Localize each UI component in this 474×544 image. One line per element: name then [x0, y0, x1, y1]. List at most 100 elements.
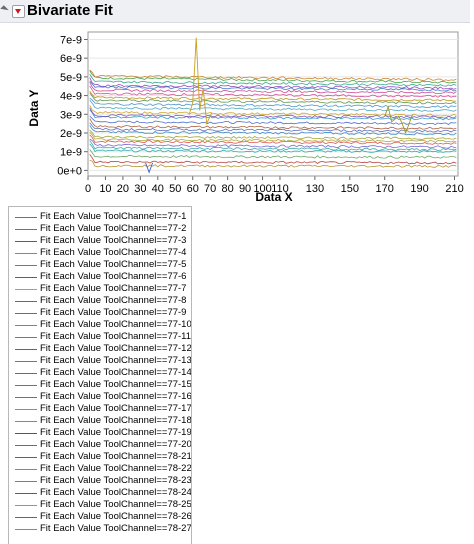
x-tick-label: 30 — [134, 183, 146, 195]
y-tick-label: 4e-9 — [60, 91, 82, 103]
legend-swatch — [15, 385, 37, 386]
bivariate-fit-chart: 0e+0 1e-9 2e-9 3e-9 4e-9 5e-9 6e-9 7e-9 0 10 20 30… — [27, 31, 464, 204]
legend-item[interactable]: Fit Each Value ToolChannel==77-7 — [15, 283, 191, 295]
series-line — [89, 143, 457, 153]
legend-swatch — [15, 289, 37, 290]
y-tick-label: 5e-9 — [60, 72, 82, 84]
legend-item[interactable]: Fit Each Value ToolChannel==77-11 — [15, 331, 191, 343]
legend-label: Fit Each Value ToolChannel==77-19 — [40, 427, 192, 438]
legend-swatch — [15, 277, 37, 278]
x-tick-label: 10 — [99, 183, 111, 195]
x-tick-label: 70 — [204, 183, 216, 195]
legend-item[interactable]: Fit Each Value ToolChannel==77-4 — [15, 247, 191, 259]
legend-item[interactable]: Fit Each Value ToolChannel==77-18 — [15, 415, 191, 427]
series-line — [89, 69, 457, 82]
disclosure-triangle-icon[interactable] — [0, 5, 9, 14]
legend-swatch — [15, 445, 37, 446]
x-axis-title: Data X — [255, 190, 292, 204]
legend-item[interactable]: Fit Each Value ToolChannel==77-14 — [15, 367, 191, 379]
legend-swatch — [15, 409, 37, 410]
legend-label: Fit Each Value ToolChannel==78-27 — [40, 523, 192, 534]
legend-item[interactable]: Fit Each Value ToolChannel==77-1 — [15, 211, 191, 223]
series-line — [89, 109, 457, 121]
x-tick-label: 50 — [169, 183, 181, 195]
series-line — [89, 70, 457, 84]
legend-item[interactable]: Fit Each Value ToolChannel==77-3 — [15, 235, 191, 247]
legend-item[interactable]: Fit Each Value ToolChannel==77-2 — [15, 223, 191, 235]
legend-item[interactable]: Fit Each Value ToolChannel==77-5 — [15, 259, 191, 271]
legend-item[interactable]: Fit Each Value ToolChannel==78-27 — [15, 523, 191, 535]
legend-label: Fit Each Value ToolChannel==77-14 — [40, 367, 192, 378]
y-axis-ticks: 0e+0 1e-9 2e-9 3e-9 4e-9 5e-9 6e-9 7e-9 — [57, 34, 88, 177]
x-tick-label: 130 — [306, 183, 324, 195]
legend-item[interactable]: Fit Each Value ToolChannel==77-9 — [15, 307, 191, 319]
series-line — [89, 149, 457, 159]
series-line — [89, 134, 457, 145]
legend-swatch — [15, 229, 37, 230]
x-tick-label: 60 — [187, 183, 199, 195]
legend-item[interactable]: Fit Each Value ToolChannel==77-13 — [15, 355, 191, 367]
report-header: Bivariate Fit — [0, 0, 470, 23]
legend-item[interactable]: Fit Each Value ToolChannel==77-19 — [15, 427, 191, 439]
series-line — [89, 125, 457, 136]
legend-swatch — [15, 421, 37, 422]
legend-item[interactable]: Fit Each Value ToolChannel==78-24 — [15, 487, 191, 499]
legend-label: Fit Each Value ToolChannel==77-2 — [40, 223, 187, 234]
legend-swatch — [15, 481, 37, 482]
legend-label: Fit Each Value ToolChannel==77-13 — [40, 355, 192, 366]
legend-swatch — [15, 457, 37, 458]
legend-swatch — [15, 349, 37, 350]
legend-item[interactable]: Fit Each Value ToolChannel==77-6 — [15, 271, 191, 283]
legend-label: Fit Each Value ToolChannel==77-5 — [40, 259, 187, 270]
legend-swatch — [15, 373, 37, 374]
x-tick-label: 150 — [341, 183, 359, 195]
legend-label: Fit Each Value ToolChannel==77-8 — [40, 295, 187, 306]
legend-item[interactable]: Fit Each Value ToolChannel==78-22 — [15, 463, 191, 475]
legend-item[interactable]: Fit Each Value ToolChannel==78-21 — [15, 451, 191, 463]
legend-item[interactable]: Fit Each Value ToolChannel==77-20 — [15, 439, 191, 451]
series-line — [89, 73, 457, 87]
x-axis-ticks: 0 10 20 30 40 50 60 70 80 90 100 110 130 150 170 190 210 — [85, 176, 464, 195]
legend-item[interactable]: Fit Each Value ToolChannel==78-23 — [15, 475, 191, 487]
legend-swatch — [15, 469, 37, 470]
series-line — [89, 122, 457, 133]
legend-item[interactable]: Fit Each Value ToolChannel==77-10 — [15, 319, 191, 331]
y-tick-label: 3e-9 — [60, 109, 82, 121]
legend-label: Fit Each Value ToolChannel==77-16 — [40, 391, 192, 402]
x-tick-label: 190 — [410, 183, 428, 195]
series-line — [89, 91, 457, 102]
legend-swatch — [15, 217, 37, 218]
series-line — [89, 115, 457, 126]
series-spike — [188, 37, 213, 126]
legend-label: Fit Each Value ToolChannel==77-20 — [40, 439, 192, 450]
legend-label: Fit Each Value ToolChannel==77-7 — [40, 283, 187, 294]
legend-label: Fit Each Value ToolChannel==77-15 — [40, 379, 192, 390]
legend-swatch — [15, 505, 37, 506]
legend-label: Fit Each Value ToolChannel==78-24 — [40, 487, 192, 498]
legend-label: Fit Each Value ToolChannel==77-10 — [40, 319, 192, 330]
legend-item[interactable]: Fit Each Value ToolChannel==77-12 — [15, 343, 191, 355]
legend-swatch — [15, 397, 37, 398]
series-line — [89, 105, 457, 117]
legend-label: Fit Each Value ToolChannel==77-4 — [40, 247, 187, 258]
legend-swatch — [15, 433, 37, 434]
legend-item[interactable]: Fit Each Value ToolChannel==77-8 — [15, 295, 191, 307]
x-tick-label: 80 — [221, 183, 233, 195]
legend-item[interactable]: Fit Each Value ToolChannel==77-16 — [15, 391, 191, 403]
legend-swatch — [15, 301, 37, 302]
legend-swatch — [15, 493, 37, 494]
legend-label: Fit Each Value ToolChannel==78-25 — [40, 499, 192, 510]
legend-item[interactable]: Fit Each Value ToolChannel==77-15 — [15, 379, 191, 391]
legend-item[interactable]: Fit Each Value ToolChannel==78-25 — [15, 499, 191, 511]
legend-label: Fit Each Value ToolChannel==77-6 — [40, 271, 187, 282]
red-triangle-menu-icon[interactable] — [12, 5, 25, 18]
x-tick-label: 0 — [85, 183, 91, 195]
y-tick-label: 1e-9 — [60, 147, 82, 159]
legend-item[interactable]: Fit Each Value ToolChannel==77-17 — [15, 403, 191, 415]
y-tick-label: 0e+0 — [57, 165, 82, 177]
legend-swatch — [15, 337, 37, 338]
legend-swatch — [15, 517, 37, 518]
legend-item[interactable]: Fit Each Value ToolChannel==78-26 — [15, 511, 191, 523]
report-title: Bivariate Fit — [27, 2, 113, 19]
y-tick-label: 6e-9 — [60, 53, 82, 65]
